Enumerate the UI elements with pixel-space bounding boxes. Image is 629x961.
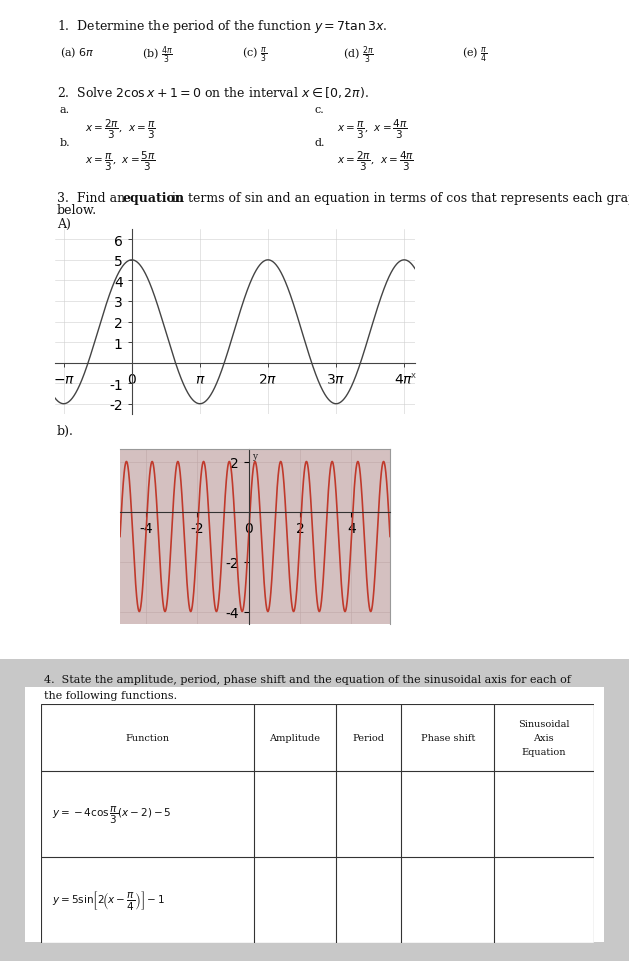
Text: (d) $\frac{2\pi}{3}$: (d) $\frac{2\pi}{3}$ bbox=[343, 45, 374, 66]
Text: $y = -4\cos\dfrac{\pi}{3}(x-2)-5$: $y = -4\cos\dfrac{\pi}{3}(x-2)-5$ bbox=[52, 803, 172, 825]
Text: Sinusoidal: Sinusoidal bbox=[518, 719, 569, 727]
Text: x: x bbox=[411, 370, 416, 380]
Text: $x=\dfrac{\pi}{3}$,  $x=\dfrac{5\pi}{3}$: $x=\dfrac{\pi}{3}$, $x=\dfrac{5\pi}{3}$ bbox=[85, 150, 156, 173]
Text: c.: c. bbox=[314, 105, 325, 115]
Text: below.: below. bbox=[57, 204, 97, 217]
Text: Function: Function bbox=[125, 733, 169, 742]
Text: (e) $\frac{\pi}{4}$: (e) $\frac{\pi}{4}$ bbox=[462, 45, 488, 63]
Text: equation: equation bbox=[123, 192, 184, 205]
Text: 4.  State the amplitude, period, phase shift and the equation of the sinusoidal : 4. State the amplitude, period, phase sh… bbox=[44, 675, 571, 684]
Text: $x=\dfrac{2\pi}{3}$,  $x=\dfrac{\pi}{3}$: $x=\dfrac{2\pi}{3}$, $x=\dfrac{\pi}{3}$ bbox=[85, 118, 155, 141]
Text: (a) $6\pi$: (a) $6\pi$ bbox=[60, 45, 94, 60]
Text: 1.  Determine the period of the function $y=7\tan 3x$.: 1. Determine the period of the function … bbox=[57, 18, 387, 35]
Text: the following functions.: the following functions. bbox=[44, 690, 177, 701]
Text: A): A) bbox=[57, 218, 70, 231]
Text: (c) $\frac{\pi}{3}$: (c) $\frac{\pi}{3}$ bbox=[242, 45, 267, 63]
Text: Equation: Equation bbox=[521, 748, 565, 756]
Text: 3.  Find an: 3. Find an bbox=[57, 192, 129, 205]
Text: y: y bbox=[252, 452, 257, 460]
Text: Amplitude: Amplitude bbox=[269, 733, 320, 742]
Text: in terms of sin and an equation in terms of cos that represents each graph: in terms of sin and an equation in terms… bbox=[168, 192, 629, 205]
Text: b.: b. bbox=[60, 137, 70, 148]
Text: d.: d. bbox=[314, 137, 325, 148]
Text: $y = 5\sin\!\left[2\!\left(x - \dfrac{\pi}{4}\right)\right] - 1$: $y = 5\sin\!\left[2\!\left(x - \dfrac{\p… bbox=[52, 889, 165, 912]
Text: Phase shift: Phase shift bbox=[421, 733, 475, 742]
Text: Axis: Axis bbox=[533, 733, 554, 742]
Text: (b) $\frac{4\pi}{3}$: (b) $\frac{4\pi}{3}$ bbox=[142, 45, 172, 66]
Text: $x=\dfrac{2\pi}{3}$,  $x=\dfrac{4\pi}{3}$: $x=\dfrac{2\pi}{3}$, $x=\dfrac{4\pi}{3}$ bbox=[337, 150, 413, 173]
Text: a.: a. bbox=[60, 105, 70, 115]
Text: Period: Period bbox=[353, 733, 384, 742]
Text: $x=\dfrac{\pi}{3}$,  $x=\dfrac{4\pi}{3}$: $x=\dfrac{\pi}{3}$, $x=\dfrac{4\pi}{3}$ bbox=[337, 118, 408, 141]
Text: b).: b). bbox=[57, 425, 74, 437]
Text: 2.  Solve $2\cos x + 1 = 0$ on the interval $x \in [0, 2\pi)$.: 2. Solve $2\cos x + 1 = 0$ on the interv… bbox=[57, 85, 369, 100]
